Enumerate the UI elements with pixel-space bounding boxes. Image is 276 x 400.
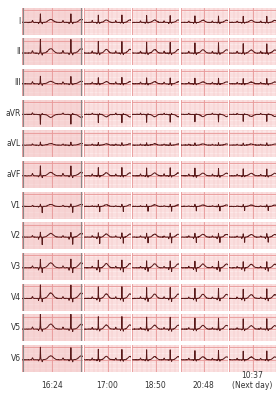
Text: 20:48: 20:48 (193, 381, 214, 390)
Text: V2: V2 (11, 231, 21, 240)
Text: 17:00: 17:00 (96, 381, 118, 390)
Text: aVF: aVF (7, 170, 21, 179)
Text: V5: V5 (11, 323, 21, 332)
Text: V4: V4 (11, 293, 21, 302)
Text: 18:50: 18:50 (144, 381, 166, 390)
Text: II: II (17, 47, 21, 56)
Text: III: III (14, 78, 21, 87)
Text: 10:37
(Next day): 10:37 (Next day) (232, 370, 272, 390)
Text: aVR: aVR (6, 109, 21, 118)
Text: V1: V1 (11, 201, 21, 210)
Text: 16:24: 16:24 (42, 381, 63, 390)
Text: V6: V6 (11, 354, 21, 363)
Text: I: I (19, 17, 21, 26)
Text: V3: V3 (11, 262, 21, 271)
Text: aVL: aVL (7, 139, 21, 148)
